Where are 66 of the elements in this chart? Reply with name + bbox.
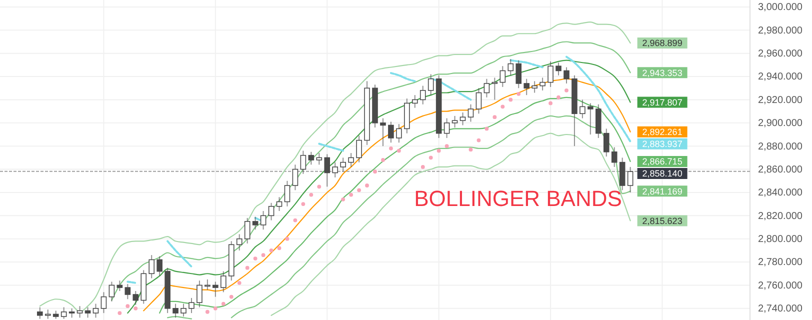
point [508, 98, 513, 102]
point [301, 202, 306, 206]
point [357, 188, 361, 192]
point [556, 95, 560, 100]
point [484, 126, 489, 131]
data-label: 2,943.353 [642, 68, 682, 78]
line-series [270, 132, 631, 316]
point [396, 148, 401, 153]
point [317, 184, 322, 189]
point [277, 246, 282, 250]
point [341, 197, 346, 202]
y-tick-label: 2,980.000 [758, 25, 803, 36]
point [468, 148, 473, 152]
data-label: 2,892.261 [642, 127, 682, 138]
y-tick-label: 2,900.000 [758, 118, 803, 130]
point [492, 115, 497, 120]
point [237, 280, 242, 285]
y-tick-label: 2,800.000 [758, 234, 803, 246]
point [349, 192, 354, 197]
y-tick-label: 2,740.000 [758, 304, 803, 315]
point [205, 310, 210, 314]
y-tick-label: 2,880.000 [758, 141, 803, 152]
point [389, 146, 393, 150]
point [229, 294, 234, 299]
y-tick-label: 2,860.000 [758, 164, 803, 176]
point [285, 236, 290, 241]
point [500, 104, 505, 109]
y-tick-label: 2,820.000 [758, 210, 803, 222]
point [476, 138, 481, 142]
point [245, 266, 250, 270]
data-label: 2,815.623 [642, 216, 682, 226]
point [221, 302, 226, 306]
y-tick-label: 2,780.000 [758, 257, 803, 268]
ref-line-label: 2,858.140 [642, 168, 682, 179]
point [365, 184, 369, 188]
point [269, 248, 274, 252]
point [373, 170, 377, 174]
point [564, 88, 568, 92]
y-tick-label: 2,840.000 [758, 188, 803, 199]
point [253, 256, 258, 260]
data-label: 2,866.715 [642, 156, 682, 167]
y-tick-label: 2,960.000 [758, 48, 803, 60]
data-label: 2,883.937 [642, 139, 682, 150]
y-tick-label: 2,940.000 [758, 72, 803, 83]
point [309, 192, 314, 197]
y-tick-label: 2,920.000 [758, 94, 803, 106]
line-series [39, 21, 631, 312]
point [381, 158, 385, 162]
point [118, 311, 122, 315]
point [293, 218, 298, 222]
point [516, 92, 521, 96]
data-label: 2,968.899 [642, 38, 682, 48]
point [444, 144, 449, 148]
y-tick-label: 2,760.000 [758, 280, 803, 292]
annotation: BOLLINGER BANDS [414, 186, 622, 211]
data-label: 2,917.807 [642, 97, 682, 108]
point [134, 306, 138, 310]
data-label: 2,841.169 [642, 186, 682, 196]
point [428, 156, 433, 160]
point [548, 101, 552, 106]
point [420, 165, 425, 169]
point [213, 306, 218, 310]
point [436, 148, 441, 153]
point [261, 253, 266, 258]
point [126, 304, 130, 308]
y-tick-label: 3,000.000 [758, 2, 803, 14]
